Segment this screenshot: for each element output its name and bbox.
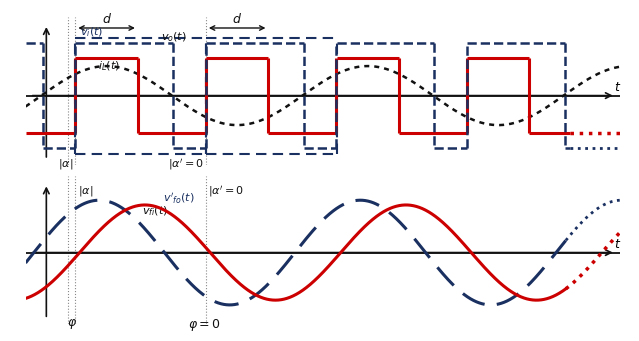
- Text: $d$: $d$: [232, 12, 242, 26]
- Text: $|\alpha'=0$: $|\alpha'=0$: [208, 183, 244, 198]
- Text: $t$: $t$: [613, 81, 621, 94]
- Text: $i_L(t)$: $i_L(t)$: [98, 59, 120, 73]
- Text: $v_{fi}(t)$: $v_{fi}(t)$: [142, 205, 168, 218]
- Text: $v_o(t)$: $v_o(t)$: [160, 31, 187, 44]
- Text: $|\alpha|$: $|\alpha|$: [58, 158, 73, 172]
- Text: $\varphi$: $\varphi$: [67, 317, 77, 331]
- Text: $t$: $t$: [613, 238, 621, 251]
- Text: $v'_{fo}(t)$: $v'_{fo}(t)$: [163, 192, 194, 207]
- Text: $v_i(t)$: $v_i(t)$: [81, 26, 104, 40]
- Text: $|\alpha'=0$: $|\alpha'=0$: [168, 158, 204, 173]
- Text: $\varphi=0$: $\varphi=0$: [188, 317, 220, 333]
- Text: $|\alpha|$: $|\alpha|$: [77, 183, 93, 197]
- Text: $d$: $d$: [102, 12, 112, 26]
